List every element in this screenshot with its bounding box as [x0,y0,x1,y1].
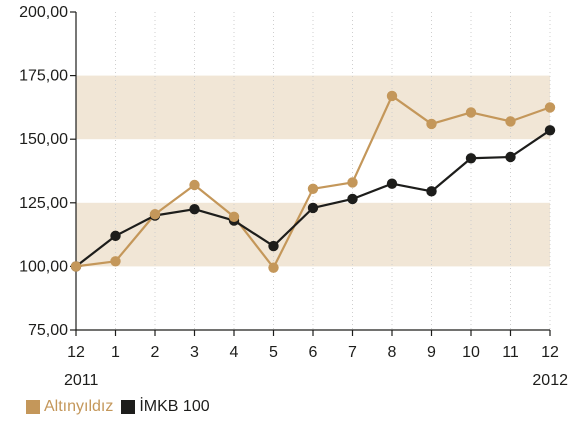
x-tick-label: 12 [541,344,559,361]
x-tick-label: 3 [190,344,199,361]
axes [75,12,550,331]
y-tick-label: 150,00 [19,131,68,148]
x-tick-label: 7 [348,344,357,361]
legend-label-altinyildiz: Altınyıldız [44,398,114,415]
legend-item-imkb100: İMKB 100 [121,398,210,416]
series-points [70,90,556,273]
data-point-series-0 [386,90,398,102]
data-point-series-0 [465,107,477,118]
data-point-series-0 [347,177,358,188]
data-point-series-0 [189,179,200,191]
data-point-series-1 [465,153,477,164]
legend: Altınyıldız İMKB 100 [26,398,218,416]
x-tick-label: 2 [151,344,160,361]
data-point-series-1 [307,202,319,214]
y-tick-label: 175,00 [19,68,68,85]
x-tick-label: 12 [67,344,85,361]
y-tick-label: 200,00 [19,4,68,21]
data-point-series-0 [505,116,516,127]
y-tick-label: 125,00 [19,195,68,212]
data-point-series-0 [268,262,279,273]
legend-swatch-altinyildiz [26,400,40,414]
data-point-series-1 [426,186,437,197]
x-tick-label: 10 [462,344,480,361]
legend-swatch-imkb100 [121,400,136,414]
legend-item-altinyildiz: Altınyıldız [26,398,113,416]
data-point-series-1 [110,230,121,242]
y-tick-label: 100,00 [19,258,68,275]
x-tick-label: 1 [111,344,120,361]
data-point-series-0 [228,211,240,222]
x-tick-label: 5 [269,344,278,361]
data-point-series-0 [544,102,556,113]
x-tick-label: 4 [230,344,239,361]
x-tick-label: 9 [427,344,436,361]
x-tick-label: 11 [502,344,519,361]
data-point-series-1 [505,151,516,163]
band-1 [76,75,550,140]
data-point-series-0 [149,209,161,220]
data-point-series-0 [307,183,319,195]
year-label: 2011 [64,372,99,389]
legend-label-imkb100: İMKB 100 [139,398,210,415]
data-point-series-1 [189,203,200,215]
y-axis-ticks: 75,00 100,00 125,00 150,00 175,00 200,00 [19,4,76,339]
data-point-series-1 [268,240,279,252]
vertical-gridlines [115,12,551,330]
data-point-series-0 [70,261,82,272]
data-point-series-1 [347,193,358,205]
data-point-series-1 [386,178,398,189]
data-point-series-1 [544,125,556,136]
year-label: 2012 [532,372,568,389]
y-tick-label: 75,00 [28,322,68,339]
x-tick-label: 8 [388,344,397,361]
x-tick-label: 6 [309,344,318,361]
data-point-series-0 [110,256,121,267]
data-point-series-0 [426,118,437,130]
